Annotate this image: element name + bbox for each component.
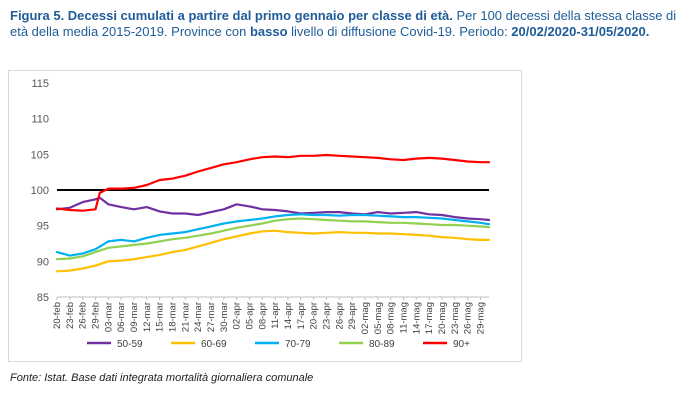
x-tick-label: 29-feb — [90, 302, 101, 329]
x-tick-label: 21-mar — [180, 302, 191, 332]
x-tick-label: 20-feb — [52, 302, 63, 329]
y-tick-label: 110 — [31, 114, 49, 126]
x-tick-label: 23-mag — [450, 302, 461, 334]
y-tick-label: 85 — [37, 292, 49, 304]
x-tick-label: 20-mag — [437, 302, 448, 334]
x-tick-label: 17-apr — [296, 302, 307, 329]
x-tick-label: 12-mar — [142, 302, 153, 332]
legend-label: 50-59 — [117, 339, 143, 350]
x-tick-label: 02-mag — [360, 302, 371, 334]
figure-caption: Figura 5. Decessi cumulati a partire dal… — [10, 8, 690, 40]
legend-label: 70-79 — [285, 339, 311, 350]
x-tick-label: 26-feb — [78, 302, 89, 329]
x-tick-label: 27-mar — [206, 302, 217, 332]
series-line-80-89 — [55, 217, 491, 261]
x-tick-label: 18-mar — [167, 302, 178, 332]
source-note: Fonte: Istat. Base dati integrata mortal… — [10, 372, 314, 384]
x-tick-label: 14-apr — [283, 302, 294, 329]
x-tick-label: 26-mag — [463, 302, 474, 334]
legend-label: 90+ — [453, 339, 470, 350]
x-tick-label: 11-apr — [270, 302, 281, 329]
x-tick-label: 26-apr — [334, 302, 345, 329]
legend-label: 60-69 — [201, 339, 227, 350]
y-tick-label: 115 — [31, 78, 49, 90]
x-tick-label: 02-apr — [232, 302, 243, 329]
x-tick-label: 30-mar — [219, 302, 230, 332]
x-tick-label: 03-mar — [103, 302, 114, 332]
caption-period: 20/02/2020-31/05/2020. — [511, 24, 650, 39]
y-tick-label: 95 — [37, 221, 49, 233]
y-tick-label: 90 — [37, 256, 49, 268]
x-tick-label: 05-apr — [244, 302, 255, 329]
x-tick-label: 08-mag — [386, 302, 397, 334]
series-line-70-79 — [55, 213, 491, 257]
x-tick-label: 23-apr — [321, 302, 332, 329]
x-tick-label: 06-mar — [116, 302, 127, 332]
x-tick-label: 24-mar — [193, 302, 204, 332]
caption-text-1: Per 100 decessi della stessa classe di e… — [10, 8, 677, 39]
y-tick-label: 105 — [31, 149, 49, 161]
series-line-50-59 — [55, 196, 491, 222]
x-tick-label: 17-mag — [424, 302, 435, 334]
legend-label: 80-89 — [369, 339, 395, 350]
caption-text-2: livello di diffusione Covid-19. Periodo: — [287, 24, 512, 39]
chart-panel: 85 90 95 100 105 110 115 20-feb 23-feb 26-feb 29-f… — [8, 70, 522, 362]
x-tick-label: 08-apr — [257, 302, 268, 329]
caption-bold-word: basso — [249, 24, 288, 39]
y-tick-label: 100 — [31, 185, 49, 197]
caption-figure-label: Figura 5. Decessi cumulati a partire dal… — [10, 8, 453, 23]
x-tick-label: 20-apr — [309, 302, 320, 329]
series-line-90plus — [55, 153, 491, 212]
x-tick-label: 15-mar — [155, 302, 166, 332]
x-tick-label: 23-feb — [65, 302, 76, 329]
x-tick-label: 29-mag — [475, 302, 486, 334]
x-tick-label: 14-mag — [411, 302, 422, 334]
x-tick-label: 29-apr — [347, 302, 358, 329]
line-chart: 85 90 95 100 105 110 115 20-feb 23-feb 26-feb 29-f… — [31, 78, 491, 350]
x-tick-label: 09-mar — [129, 302, 140, 332]
x-tick-label: 11-mag — [398, 302, 409, 334]
x-tick-label: 05-mag — [373, 302, 384, 334]
series-line-60-69 — [55, 229, 491, 273]
